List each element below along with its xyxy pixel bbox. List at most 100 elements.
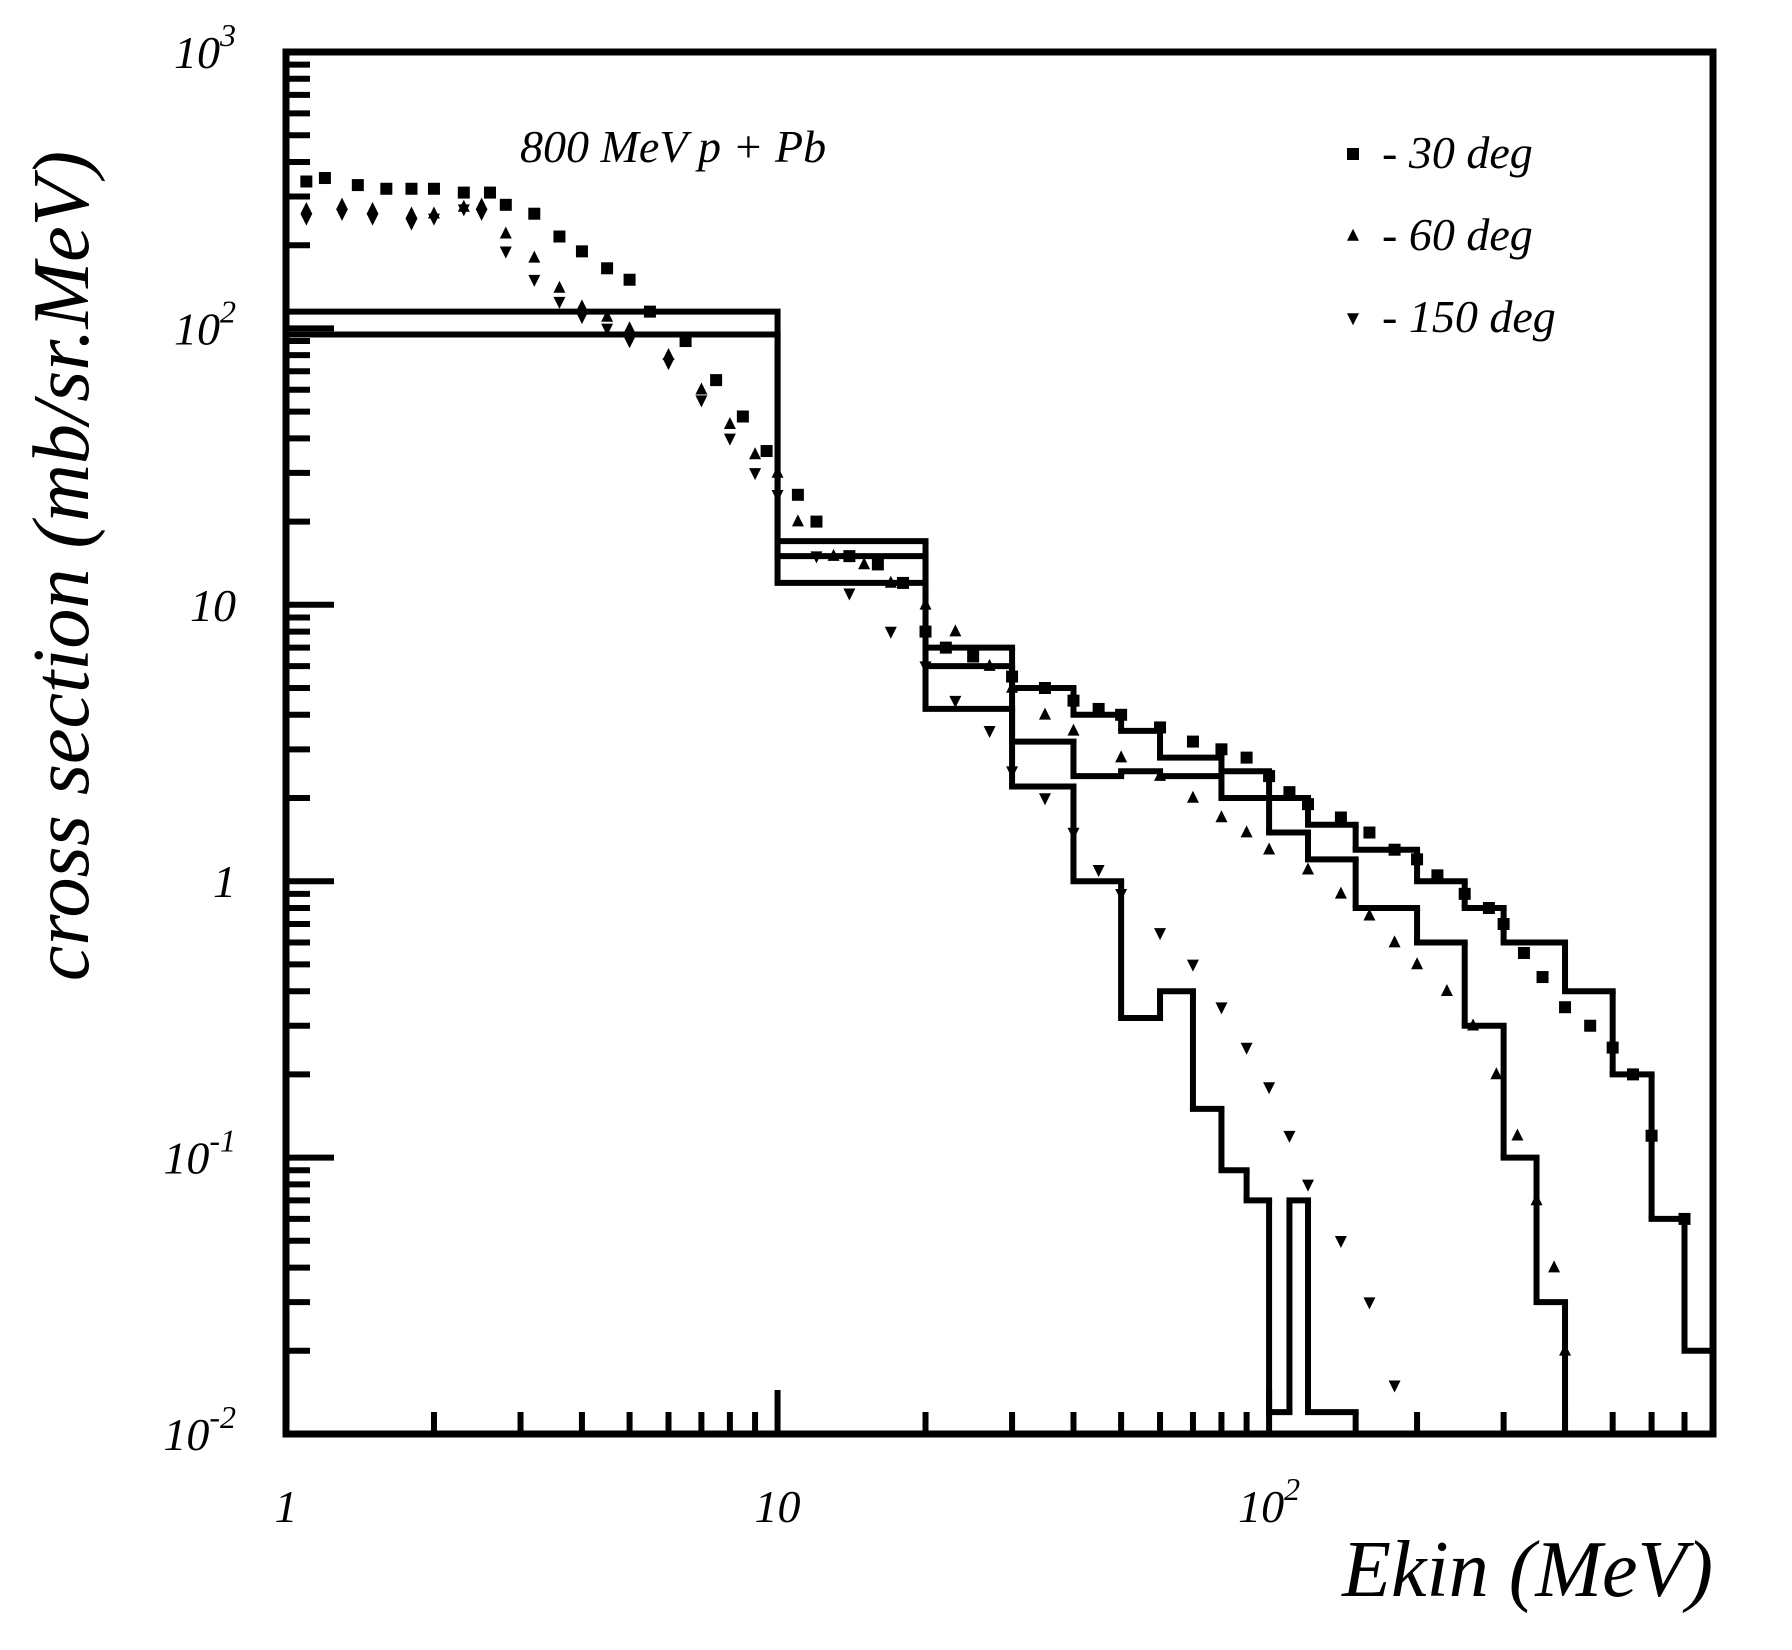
y-tick-label-base: 10 (174, 27, 220, 78)
data-point (601, 323, 614, 336)
data-point (983, 726, 996, 739)
legend-marker (1347, 313, 1359, 326)
data-point (1115, 708, 1128, 721)
data-point (336, 197, 349, 210)
data-point (1283, 786, 1296, 799)
data-point (710, 374, 723, 387)
data-point (1411, 853, 1424, 866)
data-point (499, 246, 512, 259)
data-point (1334, 1236, 1347, 1249)
legend-label: - 30 deg (1382, 127, 1533, 178)
y-tick-label-base: 10 (174, 303, 220, 354)
y-tick-label: 10-2 (163, 1399, 236, 1460)
data-point (300, 201, 313, 214)
data-point (1334, 811, 1347, 824)
data-point (919, 625, 932, 638)
y-tick-label-base: 10 (163, 1133, 209, 1184)
x-tick-label: 10 (755, 1481, 801, 1532)
legend-label: - 60 deg (1382, 209, 1533, 260)
data-point (643, 305, 656, 318)
y-tick-label: 10-1 (163, 1123, 236, 1184)
data-point (679, 335, 692, 348)
data-point (1006, 670, 1019, 683)
data-point (771, 490, 784, 503)
data-point (575, 312, 588, 325)
data-point (749, 447, 762, 460)
data-point (499, 226, 512, 239)
x-axis-title: Ekin (MeV) (1341, 1526, 1713, 1614)
data-point (1584, 1019, 1597, 1032)
data-point (1215, 810, 1228, 823)
data-point (1411, 957, 1424, 970)
data-point (760, 445, 773, 458)
data-point (318, 172, 331, 185)
data-point (1186, 735, 1199, 748)
data-point (1388, 1380, 1401, 1393)
data-point (1517, 946, 1530, 959)
data-point (919, 597, 932, 610)
data-point (1006, 766, 1019, 779)
data-point (405, 206, 418, 219)
data-point (1263, 842, 1276, 855)
y-tick-label-exponent: 3 (219, 17, 236, 53)
data-point (1115, 750, 1128, 763)
data-point (1363, 826, 1376, 839)
data-point (1363, 1297, 1376, 1310)
legend-label: - 150 deg (1382, 291, 1556, 342)
data-point (1302, 862, 1315, 875)
data-point (1490, 1067, 1503, 1080)
data-point (1606, 1041, 1619, 1054)
data-point (736, 410, 749, 423)
x-tick-label: 1 (275, 1481, 298, 1532)
data-point (336, 208, 349, 221)
data-point (528, 274, 541, 287)
data-point (1302, 798, 1315, 811)
data-point (1302, 1179, 1315, 1192)
data-point (528, 207, 541, 220)
data-point (843, 550, 856, 563)
data-point (949, 624, 962, 637)
data-point (300, 175, 313, 188)
data-point (1363, 908, 1376, 921)
data-point (366, 201, 379, 214)
data-point (380, 182, 393, 195)
data-point (884, 575, 897, 588)
data-point (858, 557, 871, 570)
data-point (1092, 702, 1105, 715)
data-point (1388, 843, 1401, 856)
data-point (1334, 886, 1347, 899)
data-point (843, 588, 856, 601)
data-point (483, 186, 496, 199)
data-point (1115, 889, 1128, 902)
x-tick-label-base: 10 (1238, 1481, 1284, 1532)
data-point (405, 218, 418, 231)
data-point (1038, 682, 1051, 695)
data-point (1678, 1212, 1691, 1225)
x-tick-label: 102 (1238, 1471, 1300, 1532)
data-point (810, 551, 823, 564)
data-point (1559, 1001, 1572, 1014)
data-point (553, 230, 566, 243)
legend-marker (1347, 148, 1359, 160)
y-tick-label: 1 (213, 856, 236, 907)
data-point (1215, 1002, 1228, 1015)
data-point (695, 395, 708, 408)
data-point (1283, 1130, 1296, 1143)
data-point (1092, 864, 1105, 877)
data-point (662, 358, 675, 371)
data-point (351, 179, 364, 192)
data-point (695, 382, 708, 395)
data-point (1458, 887, 1471, 900)
data-point (791, 488, 804, 501)
annotation: 800 MeV p + Pb (520, 121, 826, 172)
data-point (1154, 721, 1167, 734)
data-point (810, 515, 823, 528)
data-point (1497, 918, 1510, 931)
data-point (723, 433, 736, 446)
data-point (1388, 935, 1401, 948)
data-point (528, 250, 541, 263)
data-point (457, 186, 470, 199)
data-point (1482, 901, 1495, 914)
data-point (475, 208, 488, 221)
